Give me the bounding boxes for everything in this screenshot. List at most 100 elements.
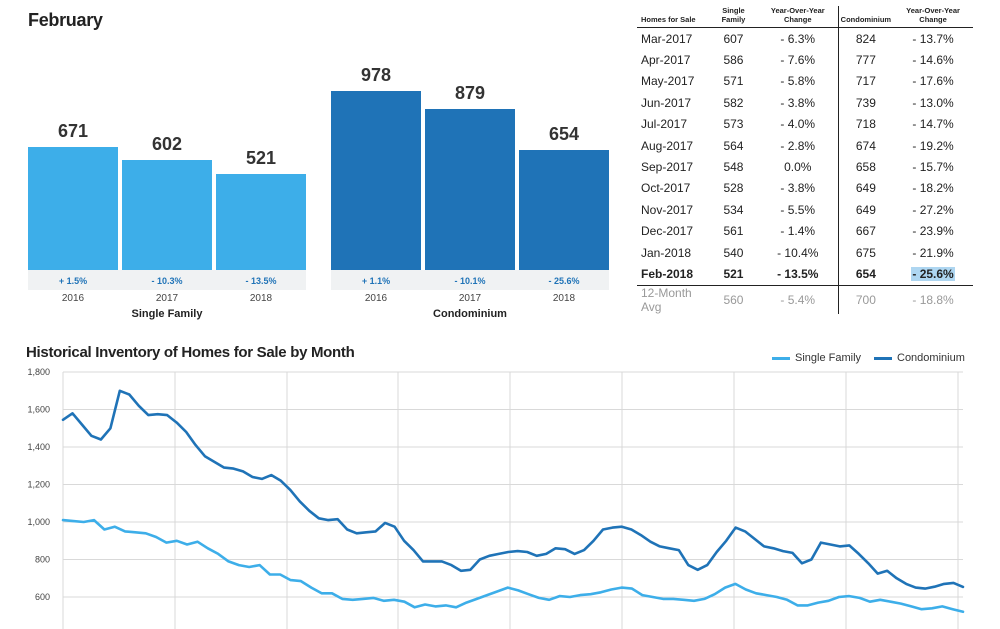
table-cell: 548	[723, 160, 744, 175]
table-cell: Sep-2017	[641, 160, 694, 175]
year-label: 2016	[61, 293, 85, 304]
y-tick-label: 1,000	[27, 517, 50, 527]
bar-value-label: 521	[245, 148, 277, 169]
table-cell: - 15.7%	[912, 160, 954, 175]
legend-label: Single Family	[795, 352, 862, 364]
table-cell: Nov-2017	[641, 202, 694, 217]
table-cell: 739	[837, 92, 894, 114]
table-cell: 718	[837, 113, 894, 135]
line-chart-title: Historical Inventory of Homes for Sale b…	[26, 344, 355, 361]
y-tick-label: 1,600	[27, 405, 50, 415]
table-row: Jan-2018 540 - 10.4% 675 - 21.9%	[637, 241, 973, 264]
homes-for-sale-table: Homes for Sale Single Family Year-Over-Y…	[637, 6, 973, 314]
change-label: - 10.3%	[151, 276, 183, 286]
change-label: + 1.1%	[361, 276, 391, 286]
table-cell: - 17.6%	[912, 74, 954, 89]
y-tick-label: 800	[35, 555, 50, 565]
bar-condominium-2018	[519, 149, 609, 270]
table-header-row: Homes for Sale Single Family Year-Over-Y…	[637, 6, 973, 28]
table-row: Dec-2017 561 - 1.4% 667 - 23.9%	[637, 220, 973, 242]
legend-label: Condominium	[897, 352, 965, 364]
table-row: May-2017 571 - 5.8% 717 - 17.6%	[637, 70, 973, 93]
legend-single-family: Single Family	[772, 352, 861, 364]
table-cell: - 1.4%	[780, 224, 816, 239]
bar-value-label: 978	[360, 64, 392, 85]
table-row: Nov-2017 534 - 5.5% 649 - 27.2%	[637, 199, 973, 221]
table-cell: Aug-2017	[641, 138, 694, 153]
table-cell: 700	[837, 284, 894, 314]
bar-value-label: 671	[57, 120, 89, 141]
table-cell: 717	[837, 70, 894, 93]
year-label: 2017	[458, 293, 482, 304]
table-row: Mar-2017 607 - 6.3% 824 - 13.7%	[637, 27, 973, 50]
line-chart: 1,800 1,600 1,400 1,200 1,000 800 600	[27, 367, 965, 629]
table-header: Single Family	[709, 6, 758, 28]
table-cell: - 18.2%	[912, 181, 954, 196]
table-cell: 534	[723, 202, 744, 217]
table-cell: 564	[723, 138, 744, 153]
table-cell: 674	[837, 134, 894, 157]
change-label: - 10.1%	[454, 276, 486, 286]
table-cell: 560	[709, 284, 758, 314]
table-cell: - 5.5%	[780, 202, 816, 217]
table-cell: - 14.6%	[912, 53, 954, 68]
bar-single-family-2016	[28, 146, 118, 270]
table-cell: - 5.4%	[757, 284, 839, 314]
y-tick-label: 1,800	[27, 367, 50, 377]
table-cell: Jan-2018	[641, 245, 692, 260]
table-cell: 586	[723, 53, 744, 68]
highlighted-value: - 25.6%	[911, 266, 955, 281]
table-cell: - 4.0%	[780, 117, 816, 132]
table-cell: - 18.8%	[893, 284, 973, 314]
table-cell: - 3.8%	[780, 95, 816, 110]
table-cell: 649	[837, 177, 894, 200]
table-row: Jul-2017 573 - 4.0% 718 - 14.7%	[637, 113, 973, 135]
table-cell: 607	[723, 31, 744, 46]
table-header: Year-Over-Year Change	[757, 6, 839, 28]
y-tick-label: 600	[35, 592, 50, 602]
table-cell: Dec-2017	[641, 224, 694, 239]
table-cell: 571	[723, 74, 744, 89]
table-cell: Jun-2017	[641, 95, 692, 110]
table-avg-row: 12-Month Avg 560- 5.4% 700- 18.8%	[637, 284, 973, 314]
bar-value-label: 602	[151, 133, 183, 154]
table-cell: 0.0%	[784, 160, 812, 175]
table-cell: May-2017	[641, 74, 695, 89]
table-row: Feb-2018 521 - 13.5% 654 - 25.6%	[637, 263, 973, 286]
table-cell: - 6.3%	[780, 31, 816, 46]
table-cell: - 23.9%	[912, 224, 954, 239]
table-row: Oct-2017 528 - 3.8% 649 - 18.2%	[637, 177, 973, 200]
table-cell: Feb-2018	[641, 266, 694, 281]
table-cell: - 5.8%	[780, 74, 816, 89]
table-cell: 777	[837, 49, 894, 71]
bar-group-panel	[28, 270, 306, 290]
bar-single-family-2018	[216, 174, 306, 270]
table-cell: - 27.2%	[912, 202, 954, 217]
table-cell: 12-Month Avg	[637, 284, 710, 314]
table-cell: Oct-2017	[641, 181, 691, 196]
bar-condominium-2017	[425, 108, 515, 270]
table-cell: 667	[837, 220, 894, 242]
bar-condominium-2016	[331, 90, 421, 270]
table-cell: Mar-2017	[641, 31, 693, 46]
table-cell: 675	[837, 241, 894, 264]
table-cell: 824	[837, 27, 894, 50]
table-cell: - 2.8%	[780, 138, 816, 153]
table-cell: - 10.4%	[777, 245, 819, 260]
page-title: February	[28, 10, 103, 30]
table-cell: - 7.6%	[780, 53, 816, 68]
table-cell: 521	[723, 266, 744, 281]
change-label: + 1.5%	[58, 276, 88, 286]
table-cell: 582	[723, 95, 744, 110]
bar-value-label: 879	[454, 82, 486, 103]
table-row: Aug-2017 564 - 2.8% 674 - 19.2%	[637, 134, 973, 157]
group-label: Single Family	[131, 308, 203, 320]
table-header: Year-Over-Year Change	[893, 6, 973, 28]
y-tick-label: 1,400	[27, 442, 50, 452]
y-tick-label: 1,200	[27, 480, 50, 490]
table-cell: - 19.2%	[912, 138, 954, 153]
table-cell: 573	[723, 117, 744, 132]
table-cell: Jul-2017	[641, 117, 688, 132]
table-row: Sep-2017 548 0.0% 658 - 15.7%	[637, 156, 973, 178]
table-cell: 561	[723, 224, 744, 239]
